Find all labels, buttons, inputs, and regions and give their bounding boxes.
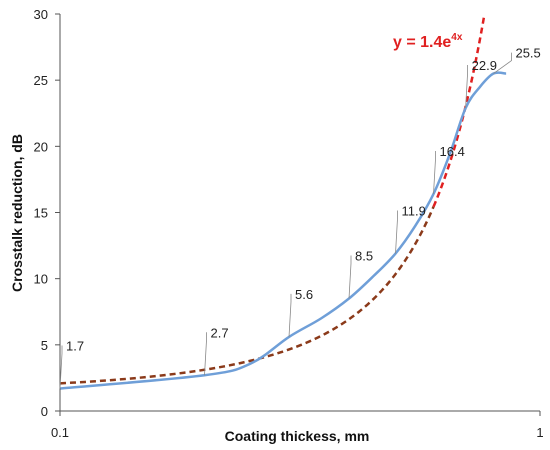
data-label-leader (59, 345, 63, 389)
x-tick-group: 0.1 1 (51, 411, 544, 440)
data-label: 16.4 (440, 144, 465, 159)
measured-curve-group (59, 71, 507, 390)
data-label: 5.6 (295, 287, 313, 302)
data-label: 8.5 (355, 249, 373, 264)
data-label-leader (288, 293, 292, 337)
data-label: 22.9 (472, 58, 497, 73)
y-tick-group: 0 5 10 15 20 25 30 (34, 7, 60, 419)
y-axis-title: Crosstalk reduction, dB (9, 134, 25, 292)
x-tick-label: 0.1 (51, 425, 69, 440)
y-tick-label: 20 (34, 139, 48, 154)
data-label: 1.7 (66, 339, 84, 354)
fit-curve-upper (432, 13, 486, 208)
data-label-leader (395, 210, 398, 254)
data-label: 2.7 (210, 325, 228, 340)
y-tick-label: 0 (41, 404, 48, 419)
data-label-leader (433, 151, 436, 195)
equation-base: y = 1.4e (393, 34, 451, 51)
y-tick-label: 15 (34, 206, 48, 221)
data-label-leader (465, 65, 469, 109)
y-tick-label: 10 (34, 272, 48, 287)
x-axis-title: Coating thickess, mm (225, 428, 370, 444)
data-label: 25.5 (515, 46, 540, 61)
y-tick-label: 25 (34, 73, 48, 88)
fit-curve-group (59, 13, 486, 385)
data-label-leader (493, 52, 512, 74)
data-label-leader (204, 332, 207, 376)
data-label-group: 1.7 2.7 5.6 8.5 11.9 16.4 22.9 25.5 (59, 46, 541, 389)
y-tick-label: 30 (34, 7, 48, 22)
data-label: 11.9 (402, 204, 426, 219)
measured-curve (59, 71, 507, 390)
x-tick-label: 1 (536, 425, 543, 440)
equation-label: y = 1.4e4x (393, 32, 463, 51)
data-label-leader (348, 255, 352, 299)
y-tick-label: 5 (41, 338, 48, 353)
equation-exponent: 4x (451, 32, 463, 43)
